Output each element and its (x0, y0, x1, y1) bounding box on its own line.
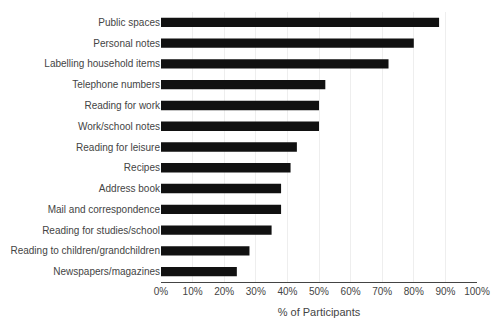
svg-text:Telephone numbers: Telephone numbers (72, 79, 160, 90)
svg-text:Reading for studies/school: Reading for studies/school (42, 225, 160, 236)
svg-text:30%: 30% (246, 286, 266, 297)
svg-text:% of Participants: % of Participants (278, 306, 361, 318)
svg-text:Recipes: Recipes (124, 162, 160, 173)
svg-text:100%: 100% (464, 286, 490, 297)
svg-text:10%: 10% (183, 286, 203, 297)
svg-text:Public spaces: Public spaces (98, 17, 160, 28)
svg-text:0%: 0% (154, 286, 169, 297)
svg-text:Newspapers/magazines: Newspapers/magazines (53, 266, 160, 277)
svg-text:Personal notes: Personal notes (93, 38, 160, 49)
svg-text:Mail and correspondence: Mail and correspondence (48, 204, 161, 215)
svg-text:Reading for leisure: Reading for leisure (76, 142, 160, 153)
svg-text:Reading for work: Reading for work (84, 100, 161, 111)
svg-text:60%: 60% (341, 286, 361, 297)
svg-text:Work/school notes: Work/school notes (78, 121, 160, 132)
svg-text:Address book: Address book (99, 183, 161, 194)
svg-text:40%: 40% (277, 286, 297, 297)
svg-text:20%: 20% (214, 286, 234, 297)
svg-text:Labelling household items: Labelling household items (44, 58, 160, 69)
svg-text:50%: 50% (309, 286, 329, 297)
svg-text:90%: 90% (435, 286, 455, 297)
svg-text:70%: 70% (372, 286, 392, 297)
svg-text:80%: 80% (404, 286, 424, 297)
svg-text:Reading to children/grandchild: Reading to children/grandchildren (10, 245, 160, 256)
